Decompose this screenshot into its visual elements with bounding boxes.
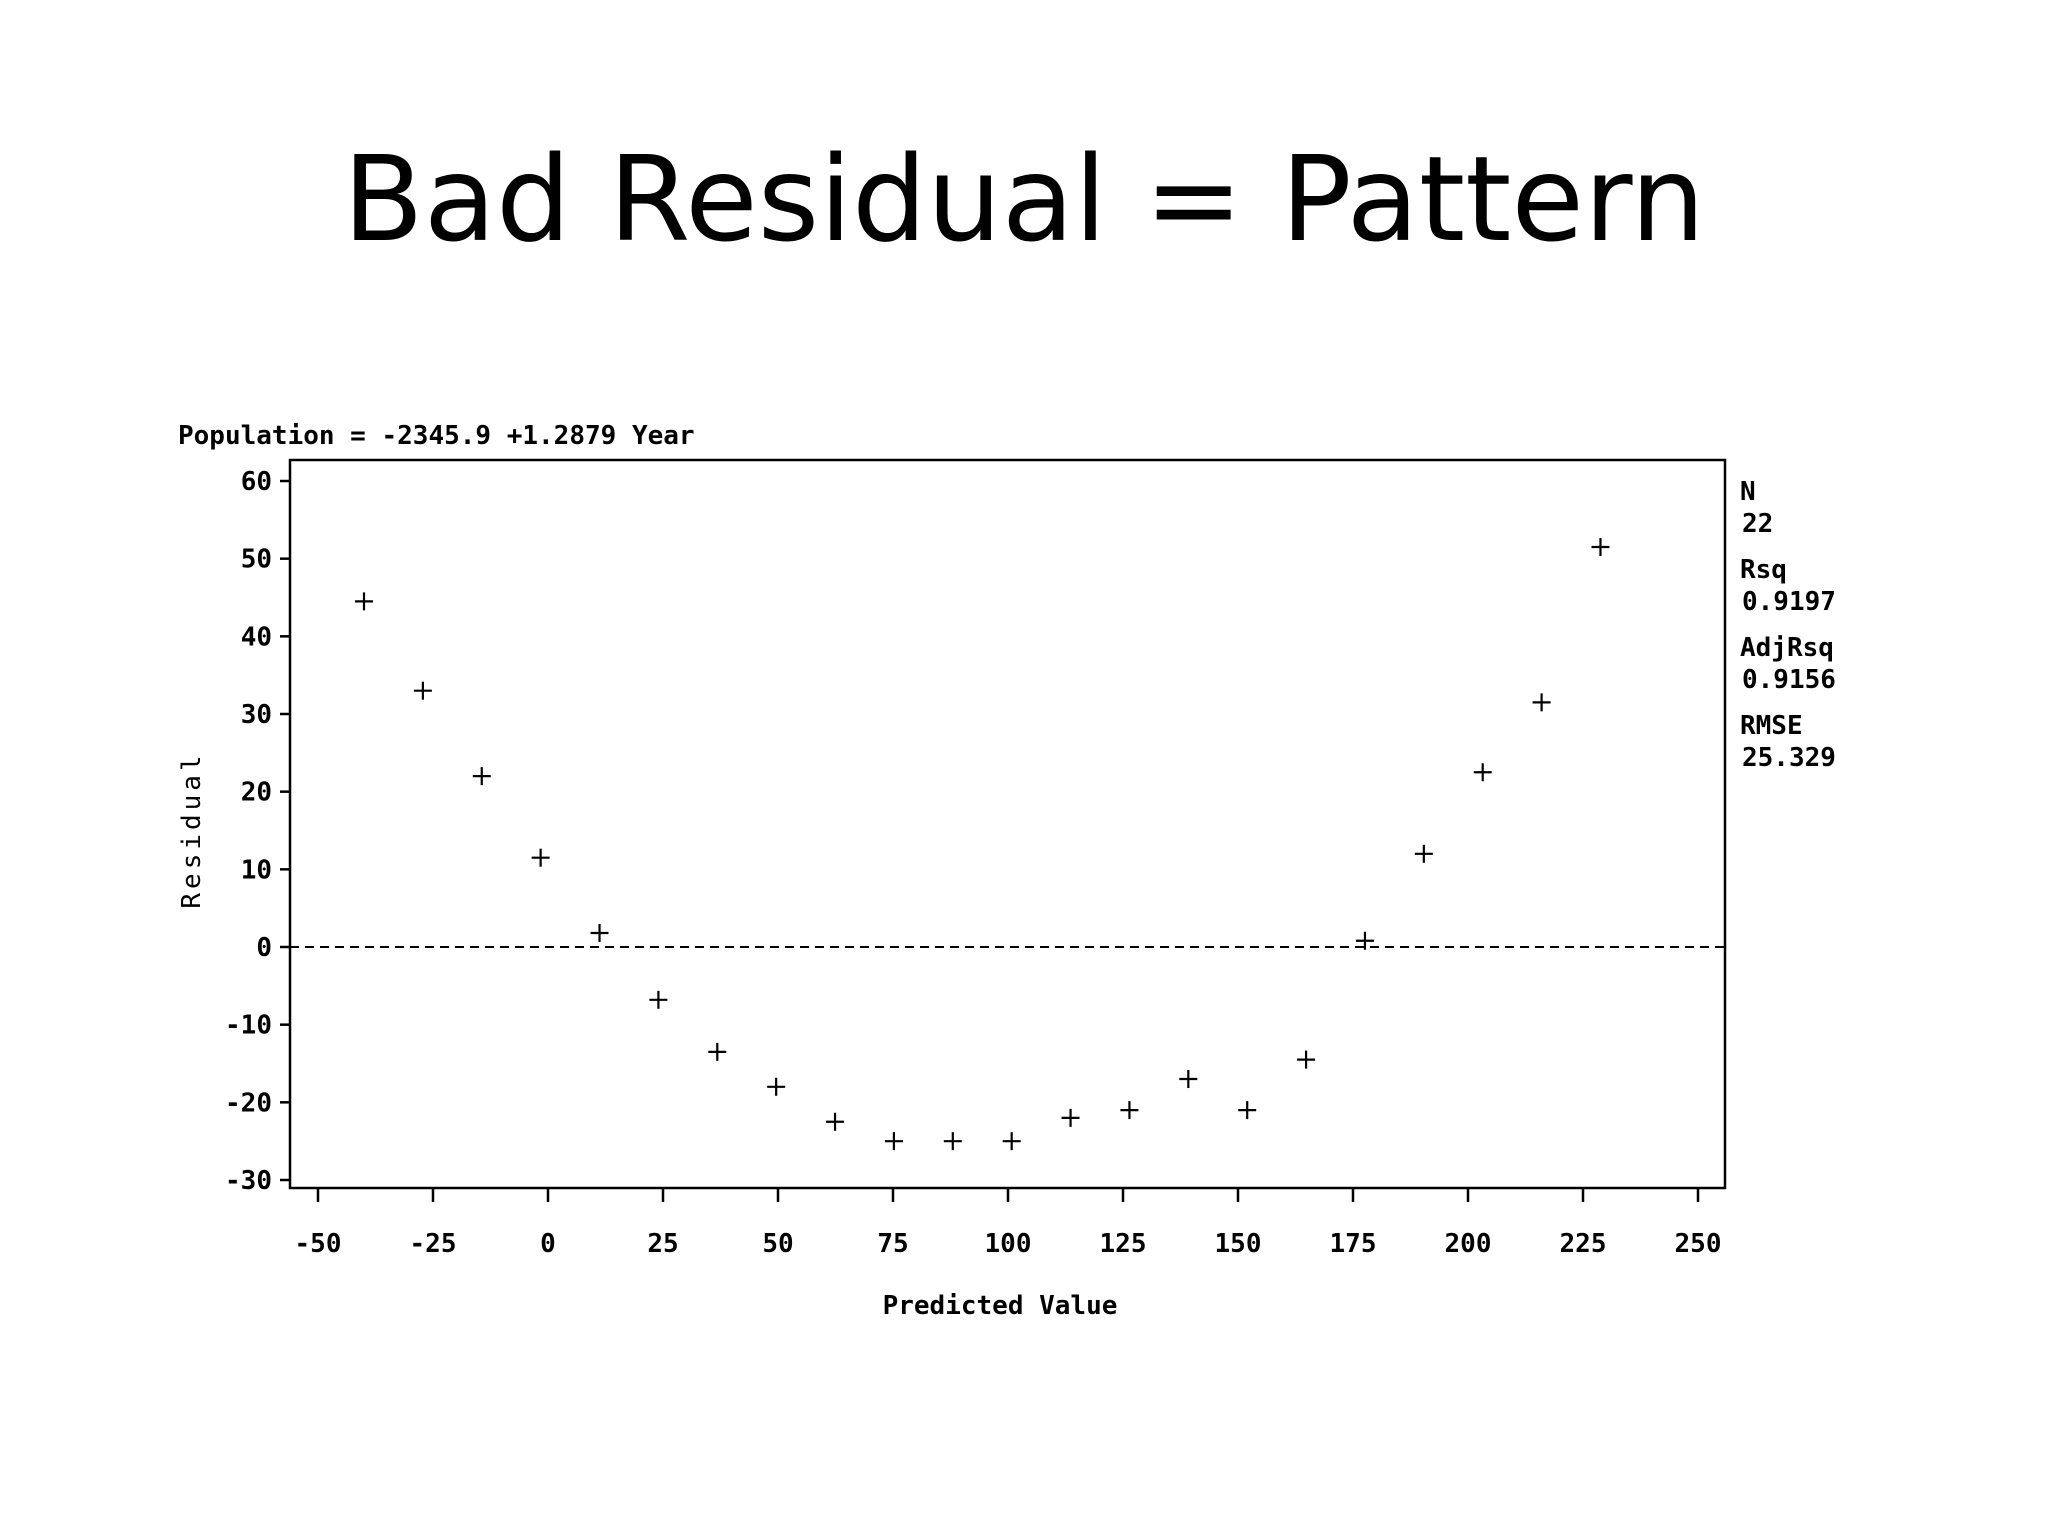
stat-value: 22 <box>1742 509 1773 539</box>
data-point <box>826 1112 845 1131</box>
data-point <box>590 924 609 943</box>
data-point <box>1414 844 1433 863</box>
data-point <box>1355 931 1374 950</box>
data-point <box>1002 1132 1021 1151</box>
x-tick-label: 175 <box>1330 1229 1377 1259</box>
data-point <box>884 1132 903 1151</box>
chart-title: Population = -2345.9 +1.2879 Year <box>178 421 695 451</box>
y-tick-label: 50 <box>241 545 272 575</box>
x-tick-label: 125 <box>1100 1229 1147 1259</box>
y-tick-label: -10 <box>225 1011 272 1041</box>
y-tick-label: 60 <box>241 467 272 497</box>
x-axis: -50 -25 0 25 50 75 100 125 150 175 200 225 250 <box>295 1188 1722 1259</box>
data-point <box>943 1132 962 1151</box>
stat-value: 25.329 <box>1742 743 1836 773</box>
data-point <box>1473 763 1492 782</box>
data-point <box>1120 1101 1139 1120</box>
y-tick-label: 20 <box>241 778 272 808</box>
data-point <box>1238 1101 1257 1120</box>
y-tick-label: 10 <box>241 855 272 885</box>
x-tick-label: 0 <box>540 1229 556 1259</box>
x-tick-label: -25 <box>410 1229 457 1259</box>
data-point <box>708 1042 727 1061</box>
x-tick-label: 75 <box>877 1229 908 1259</box>
y-tick-label: -30 <box>225 1166 272 1196</box>
x-tick-label: 225 <box>1560 1229 1607 1259</box>
data-point <box>355 592 373 611</box>
data-point <box>472 767 491 786</box>
y-tick-label: -20 <box>225 1088 272 1118</box>
data-point <box>649 990 668 1009</box>
data-point <box>1179 1070 1198 1089</box>
data-point <box>767 1077 786 1096</box>
data-point <box>1532 693 1551 712</box>
y-tick-label: 0 <box>256 933 272 963</box>
x-tick-label: 100 <box>985 1229 1032 1259</box>
data-point <box>1297 1050 1316 1069</box>
slide-title: Bad Residual = Pattern <box>342 130 1706 268</box>
x-axis-label: Predicted Value <box>883 1291 1118 1321</box>
data-points <box>355 538 1610 1151</box>
y-axis-label: Residual <box>177 751 207 908</box>
y-tick-label: 40 <box>241 622 272 652</box>
x-tick-label: 150 <box>1215 1229 1262 1259</box>
stat-label: AdjRsq <box>1740 633 1834 663</box>
stat-label: N <box>1740 477 1756 507</box>
x-tick-label: 250 <box>1675 1229 1722 1259</box>
stat-value: 0.9197 <box>1742 587 1836 617</box>
data-point <box>1061 1108 1080 1127</box>
data-point <box>413 681 432 700</box>
y-axis: 60 50 40 30 20 10 0 -10 -20 -30 <box>225 467 290 1196</box>
x-tick-label: 50 <box>762 1229 793 1259</box>
x-tick-label: -50 <box>295 1229 342 1259</box>
x-tick-label: 200 <box>1445 1229 1492 1259</box>
stat-label: RMSE <box>1740 711 1803 741</box>
y-tick-label: 30 <box>241 700 272 730</box>
data-point <box>531 848 550 867</box>
stat-value: 0.9156 <box>1742 665 1836 695</box>
data-point <box>1591 538 1610 557</box>
stat-label: Rsq <box>1740 555 1787 585</box>
plot-frame <box>288 458 1727 1190</box>
x-tick-label: 25 <box>647 1229 678 1259</box>
